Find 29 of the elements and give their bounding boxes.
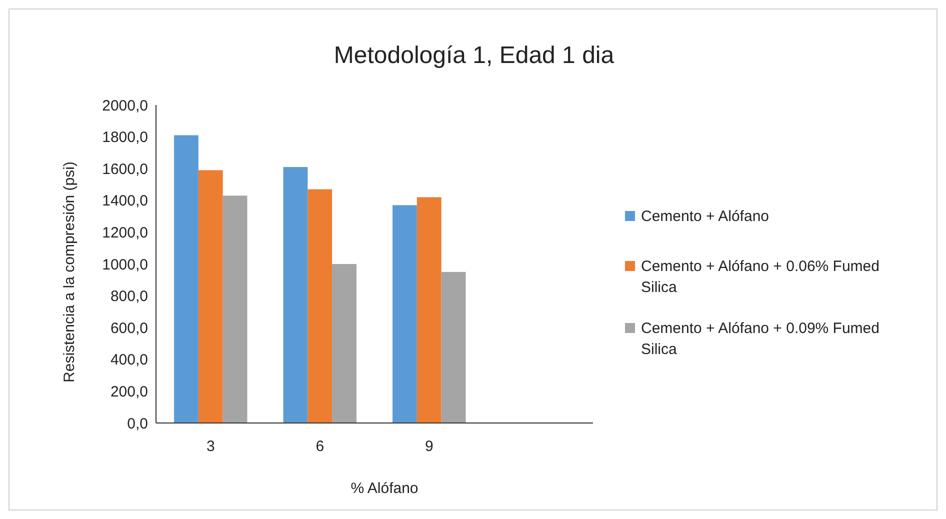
x-tick-label: 9 — [424, 438, 434, 455]
x-tick-label: 3 — [206, 438, 215, 455]
y-tick-label: 2000,0 — [102, 97, 148, 114]
bar — [416, 197, 442, 423]
y-tick-label: 1600,0 — [102, 160, 148, 178]
bar — [308, 189, 332, 423]
y-tick-label: 1000,0 — [102, 256, 148, 274]
bar — [332, 264, 356, 423]
bar — [392, 205, 417, 423]
bar — [174, 135, 198, 423]
y-tick-label: 0,0 — [127, 415, 148, 432]
y-tick-label: 400,0 — [110, 352, 148, 369]
y-tick-label: 1800,0 — [102, 129, 148, 146]
y-axis-title: Resistencia a la compresión (psi) — [61, 162, 78, 382]
bar — [283, 167, 308, 423]
bar — [222, 196, 248, 423]
chart-title: Metodología 1, Edad 1 dia — [334, 42, 615, 69]
y-tick-label: 1200,0 — [102, 224, 148, 242]
y-tick-label: 1400,0 — [102, 192, 148, 210]
bar — [441, 272, 466, 423]
y-tick-label: 800,0 — [110, 288, 148, 306]
bar — [198, 170, 223, 423]
x-axis-title: % Alófano — [350, 480, 418, 497]
legend-label: Cemento + Alófano — [641, 208, 770, 225]
legend-label: Cemento + Alófano + 0.06% Fumed Silica — [641, 258, 880, 296]
legend-label: Cemento + Alófano + 0.09% Fumed Silica — [641, 320, 880, 358]
y-tick-label: 600,0 — [110, 320, 148, 337]
x-tick-label: 6 — [316, 438, 324, 455]
y-tick-label: 200,0 — [110, 383, 148, 400]
